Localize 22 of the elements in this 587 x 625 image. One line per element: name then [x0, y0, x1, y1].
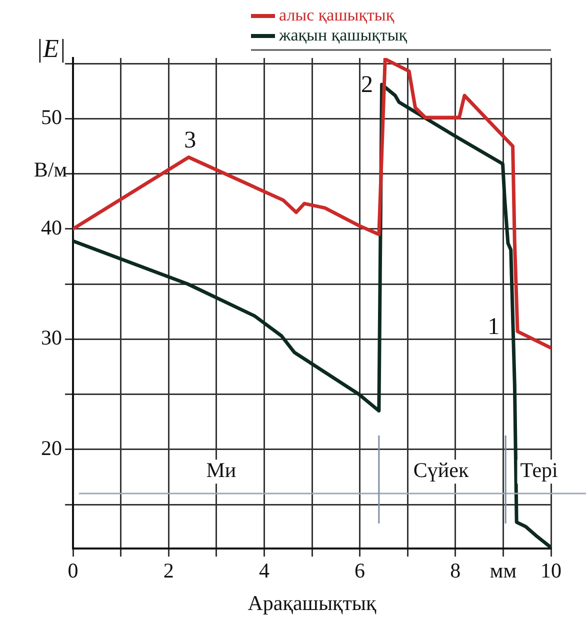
x-tick-label: 10 — [540, 558, 562, 583]
annotation: 3 — [184, 128, 196, 154]
x-tick-label: 4 — [258, 558, 270, 583]
annotation: Тері — [520, 458, 558, 482]
x-axis-title: Арақашықтық — [248, 590, 378, 615]
x-tick-label: 6 — [354, 558, 366, 583]
y-tick-label: 20 — [41, 436, 62, 460]
y-axis-title: |E| — [36, 34, 66, 63]
legend-label: алыс қашықтық — [279, 5, 395, 24]
y-tick-label: 30 — [41, 326, 62, 350]
x-tick-label: 8 — [450, 558, 461, 583]
x-tick-label: мм — [490, 558, 516, 583]
y-tick-label: 40 — [41, 215, 62, 240]
annotation: Ми — [206, 458, 236, 482]
annotation: Сүйек — [413, 458, 470, 482]
x-tick-label: 0 — [68, 558, 78, 583]
legend-label: жақын қашықтық — [278, 25, 408, 44]
annotation: 1 — [488, 314, 500, 340]
text: В/м — [34, 157, 67, 182]
y-tick-label: 50 — [41, 105, 62, 130]
annotation: 2 — [360, 72, 373, 98]
x-tick-label: 2 — [163, 558, 174, 583]
